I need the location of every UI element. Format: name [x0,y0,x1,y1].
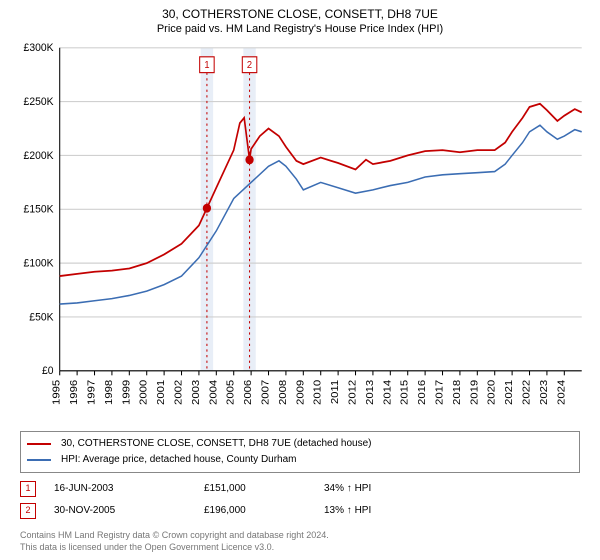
x-tick-label: 2001 [156,380,167,405]
event-index-box: 1 [20,481,36,497]
chart-svg: £0 £50K £100K £150K £200K £250K £300K 1995 1996 1… [10,41,590,425]
x-tick-label: 2013 [364,380,375,405]
event-row: 2 30-NOV-2005 £196,000 13% ↑ HPI [20,503,580,519]
x-tick-label: 2024 [556,380,567,405]
y-tick-label: £50K [29,311,54,324]
event-marker-index: 2 [247,60,252,71]
y-tick-label: £150K [24,203,55,216]
y-tick-label: £0 [42,365,54,378]
x-tick-label: 2023 [538,380,549,405]
x-tick-label: 2007 [260,380,271,405]
x-tick-label: 2016 [417,380,428,405]
x-tick-label: 2003 [190,380,201,405]
x-tick-label: 1995 [51,380,62,405]
legend-label: 30, COTHERSTONE CLOSE, CONSETT, DH8 7UE … [61,436,371,452]
legend-row: 30, COTHERSTONE CLOSE, CONSETT, DH8 7UE … [27,436,573,452]
y-tick-label: £300K [24,42,55,55]
x-tick-label: 2021 [504,380,515,405]
x-tick-label: 2004 [208,380,219,405]
x-tick-label: 2008 [277,380,288,405]
legend-swatch [27,443,51,445]
chart-title: 30, COTHERSTONE CLOSE, CONSETT, DH8 7UE [10,6,590,23]
event-marker-index: 1 [204,60,209,71]
x-tick-label: 2006 [243,380,254,405]
event-price: £151,000 [204,483,284,494]
chart-area: £0 £50K £100K £150K £200K £250K £300K 1995 1996 1… [10,41,590,425]
event-index-box: 2 [20,503,36,519]
footer-line-1: Contains HM Land Registry data © Crown c… [20,529,580,542]
x-tick-label: 2011 [330,380,341,404]
x-tick-label: 1996 [69,380,80,405]
x-tick-label: 2010 [312,380,323,405]
chart-container: 30, COTHERSTONE CLOSE, CONSETT, DH8 7UE … [0,0,600,560]
legend-label: HPI: Average price, detached house, Coun… [61,452,297,468]
event-date: 30-NOV-2005 [54,505,164,516]
y-tick-label: £200K [24,149,55,162]
event-delta: 34% ↑ HPI [324,483,371,494]
x-tick-label: 1997 [86,380,97,405]
y-tick-label: £100K [24,257,55,270]
footer-attribution: Contains HM Land Registry data © Crown c… [20,529,580,554]
x-tick-label: 2012 [347,380,358,405]
x-tick-label: 1998 [103,380,114,405]
x-tick-label: 2015 [399,380,410,405]
legend-row: HPI: Average price, detached house, Coun… [27,452,573,468]
x-tick-label: 2009 [295,380,306,405]
y-tick-label: £250K [24,95,55,108]
event-price: £196,000 [204,505,284,516]
x-tick-label: 2017 [434,380,445,405]
x-tick-label: 2020 [486,380,497,405]
events-list: 1 16-JUN-2003 £151,000 34% ↑ HPI 2 30-NOV-200… [20,481,580,525]
event-row: 1 16-JUN-2003 £151,000 34% ↑ HPI [20,481,580,497]
x-tick-label: 2002 [173,380,184,405]
legend-swatch [27,459,51,461]
x-tick-label: 1999 [121,380,132,405]
footer-line-2: This data is licensed under the Open Gov… [20,541,580,554]
x-tick-label: 2022 [521,380,532,405]
x-tick-label: 2000 [138,380,149,405]
event-delta: 13% ↑ HPI [324,505,371,516]
x-tick-label: 2018 [451,380,462,405]
x-tick-label: 2014 [382,380,393,405]
event-date: 16-JUN-2003 [54,483,164,494]
chart-subtitle: Price paid vs. HM Land Registry's House … [10,23,590,35]
x-tick-label: 2005 [225,380,236,405]
legend-box: 30, COTHERSTONE CLOSE, CONSETT, DH8 7UE … [20,431,580,473]
x-tick-label: 2019 [469,380,480,405]
